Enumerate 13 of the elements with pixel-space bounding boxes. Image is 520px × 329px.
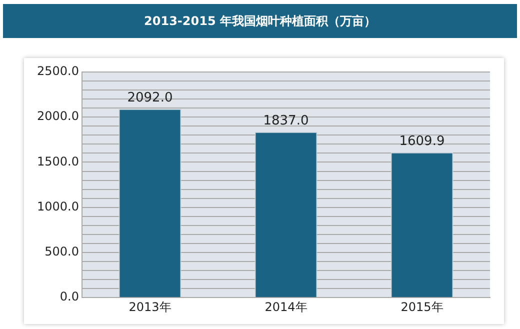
y-tick-label: 2000.0 [36, 109, 79, 124]
data-label: 2092.0 [127, 90, 173, 106]
x-tick-label: 2014年 [264, 300, 308, 314]
y-tick-label: 1000.0 [36, 199, 79, 214]
y-tick-label: 1500.0 [36, 154, 79, 168]
y-tick-label: 500.0 [44, 244, 79, 259]
y-tick-label: 2500.0 [36, 64, 79, 78]
data-label: 1837.0 [263, 114, 309, 129]
y-tick-label: 0.0 [60, 290, 79, 304]
data-label: 1609.9 [399, 134, 445, 150]
x-tick-label: 2015年 [400, 300, 444, 314]
x-tick-label: 2013年 [128, 300, 172, 314]
chart-title: 2013-2015 年我国烟叶种植面积（万亩） [3, 4, 517, 38]
